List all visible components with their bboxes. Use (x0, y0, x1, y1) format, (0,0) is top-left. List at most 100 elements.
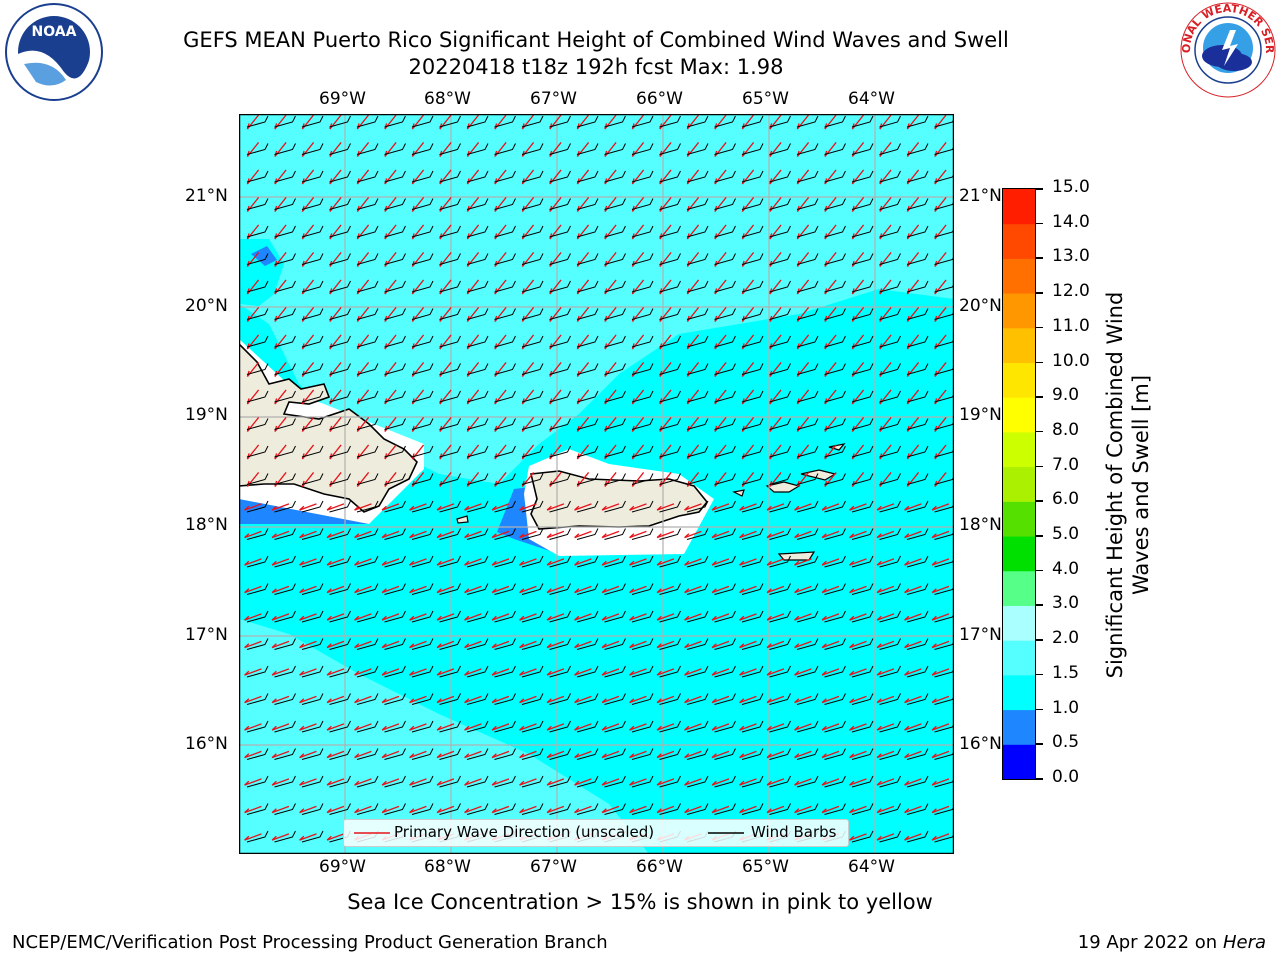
wave-arrow (409, 723, 427, 731)
lat-label-right: 19°N (959, 405, 1002, 425)
wind-barb (796, 445, 819, 458)
svg-text:NOAA: NOAA (32, 24, 77, 40)
wind-barb (356, 363, 379, 375)
wind-barb (879, 693, 901, 705)
wave-arrow (821, 778, 840, 786)
wave-arrow (574, 640, 592, 649)
wind-barb (274, 693, 296, 705)
wave-arrow (299, 668, 317, 676)
wind-barb (824, 170, 846, 183)
wind-barb (246, 803, 269, 815)
wind-barb (301, 225, 324, 238)
wave-arrow (849, 778, 867, 786)
wave-arrow (436, 503, 455, 511)
wave-arrow (601, 778, 620, 786)
wind-barb (274, 225, 296, 238)
wind-barb (631, 748, 654, 760)
wave-arrow (876, 750, 895, 759)
wind-barb (521, 638, 544, 650)
wave-arrow (766, 640, 785, 649)
wind-barb (714, 500, 736, 513)
wind-barb (796, 143, 819, 155)
colorbar-tick-label: 13.0 (1052, 246, 1090, 267)
wind-barb (466, 143, 489, 155)
wind-barb (769, 693, 791, 705)
wave-arrow (491, 805, 510, 814)
wave-arrow (794, 668, 812, 676)
wave-arrow (299, 613, 317, 621)
map-panel (239, 114, 954, 854)
wind-barb (714, 308, 736, 320)
wave-arrow (849, 833, 867, 841)
wind-barb (741, 280, 764, 293)
wave-arrow (299, 778, 317, 786)
wind-barb (906, 253, 929, 265)
wave-arrow (931, 833, 950, 841)
wind-barb (301, 418, 324, 430)
wave-arrow (436, 805, 455, 814)
wind-barb (521, 775, 544, 788)
wind-barb (686, 308, 709, 320)
wind-barb (301, 748, 324, 760)
wind-barb (659, 308, 681, 320)
wind-barb (686, 198, 709, 210)
wind-barb (466, 528, 489, 540)
wind-barb (714, 390, 736, 403)
wave-arrow (849, 503, 867, 511)
wind-barb (301, 665, 324, 678)
wind-barb (851, 335, 874, 348)
wind-barb (604, 528, 626, 540)
wind-barb (494, 308, 516, 320)
wind-barb (301, 555, 324, 568)
wind-barb (604, 720, 626, 733)
wind-barb (796, 555, 819, 568)
wind-barb (246, 445, 269, 458)
wind-barb (851, 143, 874, 155)
wind-barb (796, 583, 819, 595)
wave-arrow (409, 613, 427, 621)
wind-barb (576, 143, 599, 155)
wind-barb (631, 363, 654, 375)
wave-arrow (326, 558, 345, 566)
wind-barb (521, 198, 544, 210)
wind-barb (411, 335, 434, 348)
wind-barb (741, 143, 764, 155)
wind-barb (274, 720, 296, 733)
wind-barb (356, 720, 379, 733)
wave-arrow (271, 695, 290, 704)
wind-barb (769, 583, 791, 595)
wind-barb (356, 308, 379, 320)
lon-label-top: 65°W (742, 89, 789, 109)
wind-barb (274, 253, 296, 265)
wave-arrow (244, 750, 262, 759)
wind-barb (686, 253, 709, 265)
wind-barb (411, 528, 434, 540)
wind-barb (329, 143, 351, 155)
wave-arrow (491, 530, 510, 539)
wind-barb (274, 500, 296, 513)
wind-barb (686, 473, 709, 485)
wave-arrow (821, 723, 840, 731)
wind-barb (631, 500, 654, 513)
wave-arrow (739, 640, 757, 649)
wave-arrow (381, 585, 400, 594)
wind-barb (466, 638, 489, 650)
wind-barb (851, 638, 874, 650)
wind-barb (521, 445, 544, 458)
wind-barb (411, 555, 434, 568)
wave-arrow (849, 613, 867, 621)
wind-barb (796, 693, 819, 705)
colorbar-segment (1003, 223, 1035, 259)
wave-arrow (271, 503, 290, 511)
wind-barb (604, 665, 626, 678)
wind-barb (274, 775, 296, 788)
colorbar-segment (1003, 293, 1035, 329)
wind-barb (466, 748, 489, 760)
wind-barb (659, 143, 681, 155)
wind-barb (851, 170, 874, 183)
wind-barb (494, 473, 516, 485)
wind-barb (384, 555, 406, 568)
wind-barb (439, 198, 461, 210)
wind-barb (906, 473, 929, 485)
colorbar-tick-mark (1036, 500, 1043, 502)
